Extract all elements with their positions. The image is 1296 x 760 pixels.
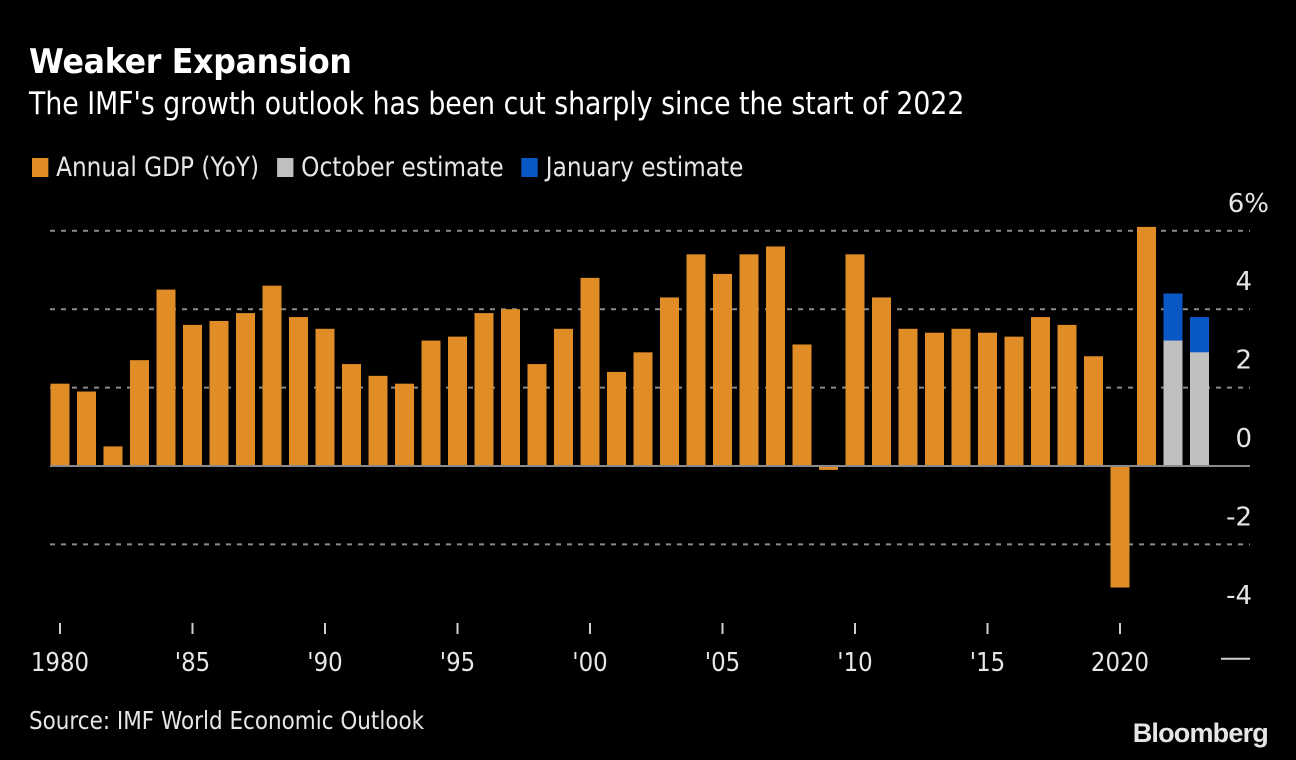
chart-subtitle: The IMF's growth outlook has been cut sh… [29, 86, 965, 122]
bar-gdp-1992 [368, 375, 388, 466]
legend: Annual GDP (YoY) October estimate Januar… [32, 152, 761, 183]
bar-gdp-1995 [448, 336, 467, 466]
bar-gdp-2011 [872, 297, 891, 466]
x-axis: 1980 '85 '90 '95 '00 '05 '10 '15 2020 [31, 623, 1149, 677]
x-tick-label: 1980 [31, 647, 89, 678]
bar-gdp-1996 [474, 313, 494, 466]
y-tick-label: 2 [1235, 346, 1252, 376]
legend-item-annual-gdp: Annual GDP (YoY) [32, 152, 259, 183]
bar-gdp-2010 [845, 254, 865, 466]
bar-gdp-2005 [713, 273, 732, 466]
bar-gdp-1997 [501, 309, 520, 466]
x-tick-label: '15 [970, 647, 1005, 678]
legend-item-january-estimate: January estimate [521, 152, 744, 183]
chart-title: Weaker Expansion [29, 42, 352, 82]
x-tick-label: 2020 [1091, 647, 1149, 678]
x-tick-label: '90 [307, 647, 342, 678]
y-tick-label: -4 [1226, 581, 1252, 611]
bar-gdp-2019 [1084, 356, 1103, 466]
bar-gdp-2004 [686, 254, 706, 466]
bars [50, 226, 1209, 588]
bar-gdp-2012 [898, 328, 918, 466]
bar-gdp-2000 [580, 277, 600, 466]
y-tick-label: 6% [1228, 189, 1269, 219]
bar-gdp-1999 [554, 328, 573, 466]
bar-gdp-2008 [792, 344, 812, 466]
y-tick-label: -2 [1226, 502, 1252, 532]
bar-gdp-2018 [1057, 324, 1077, 466]
bar-gdp-1982 [103, 446, 123, 466]
bar-gdp-2006 [739, 254, 759, 466]
bar-gdp-1991 [342, 364, 361, 466]
bar-gdp-2017 [1031, 317, 1050, 466]
bar-gdp-2001 [607, 371, 626, 466]
legend-swatch-october-estimate [277, 158, 294, 177]
bar-gdp-1998 [527, 364, 547, 466]
legend-label-january-estimate: January estimate [545, 152, 744, 183]
legend-item-october-estimate: October estimate [277, 152, 504, 183]
bar-october-2023 [1190, 352, 1209, 466]
bar-gdp-1993 [395, 383, 414, 466]
bar-gdp-1988 [262, 285, 282, 466]
bar-gdp-1983 [130, 360, 149, 466]
legend-swatch-annual-gdp [32, 158, 49, 177]
x-tick-label: '85 [175, 647, 210, 678]
bar-gdp-1984 [156, 289, 176, 466]
bar-gdp-1994 [421, 340, 441, 466]
bar-gdp-1980 [50, 383, 70, 466]
bar-gdp-1987 [236, 313, 255, 466]
legend-label-annual-gdp: Annual GDP (YoY) [56, 152, 260, 183]
x-tick-label: '95 [440, 647, 475, 678]
bar-gdp-2016 [1004, 336, 1024, 466]
bar-gdp-2003 [660, 297, 679, 466]
bar-gdp-1985 [183, 324, 202, 466]
bar-gdp-2021 [1137, 226, 1156, 466]
bar-gdp-2009 [819, 466, 838, 470]
y-tick-label: 0 [1235, 424, 1252, 454]
y-tick-label: 4 [1235, 267, 1252, 297]
bar-gdp-2020 [1110, 466, 1130, 588]
bloomberg-logo: Bloomberg [1132, 718, 1269, 748]
source-note: Source: IMF World Economic Outlook [29, 706, 425, 735]
bar-gdp-1990 [315, 328, 335, 466]
x-tick-label: '00 [572, 647, 607, 678]
bar-gdp-2002 [633, 352, 653, 466]
bar-gdp-2007 [766, 246, 785, 466]
y-axis: 6% 4 2 0 -2 -4 [1226, 189, 1269, 611]
bar-gdp-1986 [209, 320, 229, 466]
bar-october-2022 [1163, 340, 1183, 466]
legend-label-october-estimate: October estimate [301, 152, 504, 183]
bar-gdp-2013 [925, 332, 944, 466]
x-tick-label: '05 [705, 647, 740, 678]
x-tick-label: '10 [837, 647, 872, 678]
bar-gdp-1981 [77, 391, 96, 466]
bar-gdp-2015 [978, 332, 997, 466]
legend-swatch-january-estimate [521, 158, 539, 177]
bar-gdp-2014 [951, 328, 971, 466]
bar-gdp-1989 [289, 317, 308, 466]
